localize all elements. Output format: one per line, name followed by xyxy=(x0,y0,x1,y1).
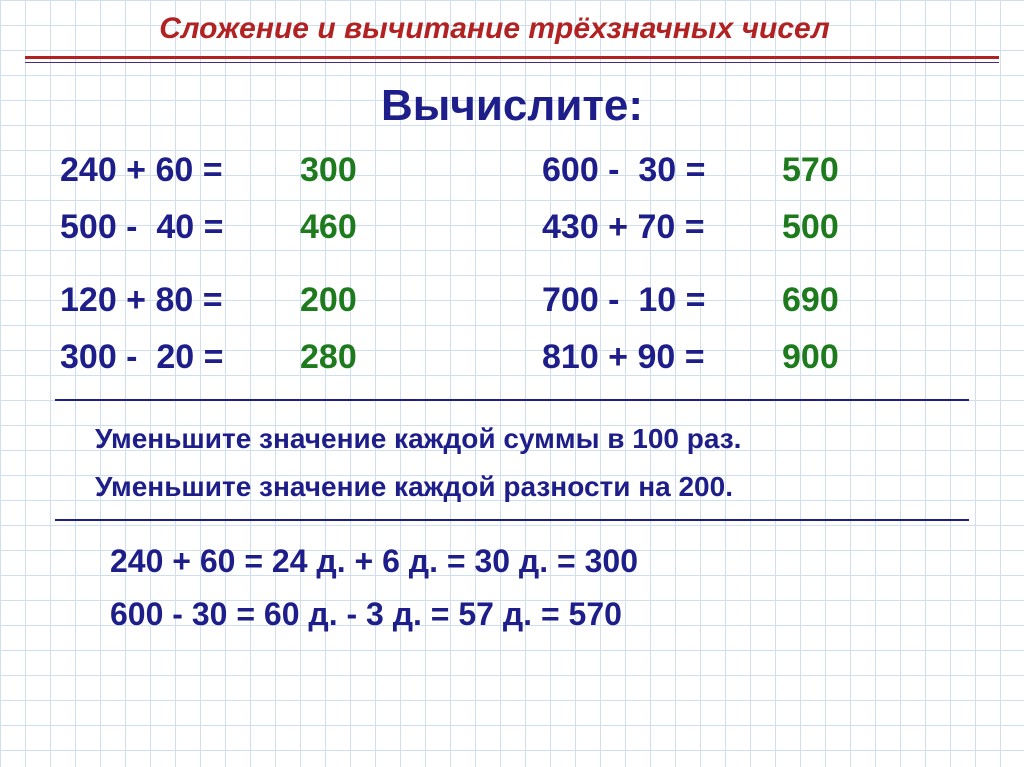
title-rule xyxy=(25,56,999,59)
problem-row: 430 + 70 = 500 xyxy=(542,208,964,247)
problems-grid: 240 + 60 = 300 500 - 40 = 460 600 - 30 =… xyxy=(0,131,1024,377)
explanation-line: 240 + 60 = 24 д. + 6 д. = 30 д. = 300 xyxy=(110,543,1024,580)
answer: 500 xyxy=(782,208,839,247)
instruction-line: Уменьшите значение каждой разности на 20… xyxy=(95,471,1024,503)
instruction-line: Уменьшите значение каждой суммы в 100 ра… xyxy=(95,423,1024,455)
instructions-block: Уменьшите значение каждой суммы в 100 ра… xyxy=(0,401,1024,503)
expression: 300 - 20 = xyxy=(60,338,290,377)
answer: 280 xyxy=(300,338,357,377)
problem-row: 600 - 30 = 570 xyxy=(542,151,964,190)
title-rule-wrap xyxy=(0,56,1024,63)
problem-row: 810 + 90 = 900 xyxy=(542,338,964,377)
answer: 900 xyxy=(782,338,839,377)
page-title: Сложение и вычитание трёхзначных чисел xyxy=(0,0,1024,46)
left-top-block: 240 + 60 = 300 500 - 40 = 460 xyxy=(60,151,482,247)
right-bottom-block: 700 - 10 = 690 810 + 90 = 900 xyxy=(542,281,964,377)
expression: 500 - 40 = xyxy=(60,208,290,247)
expression: 600 - 30 = xyxy=(542,151,772,190)
problem-row: 240 + 60 = 300 xyxy=(60,151,482,190)
answer: 690 xyxy=(782,281,839,320)
answer: 460 xyxy=(300,208,357,247)
expression: 430 + 70 = xyxy=(542,208,772,247)
answer: 200 xyxy=(300,281,357,320)
expression: 700 - 10 = xyxy=(542,281,772,320)
calc-title: Вычислите: xyxy=(0,81,1024,131)
title-sub-rule xyxy=(25,62,999,63)
problem-row: 300 - 20 = 280 xyxy=(60,338,482,377)
problem-row: 700 - 10 = 690 xyxy=(542,281,964,320)
right-top-block: 600 - 30 = 570 430 + 70 = 500 xyxy=(542,151,964,247)
explanation-line: 600 - 30 = 60 д. - 3 д. = 57 д. = 570 xyxy=(110,596,1024,633)
left-bottom-block: 120 + 80 = 200 300 - 20 = 280 xyxy=(60,281,482,377)
expression: 240 + 60 = xyxy=(60,151,290,190)
problem-row: 120 + 80 = 200 xyxy=(60,281,482,320)
explanations-block: 240 + 60 = 24 д. + 6 д. = 30 д. = 300 60… xyxy=(0,521,1024,633)
problem-row: 500 - 40 = 460 xyxy=(60,208,482,247)
answer: 570 xyxy=(782,151,839,190)
expression: 120 + 80 = xyxy=(60,281,290,320)
answer: 300 xyxy=(300,151,357,190)
expression: 810 + 90 = xyxy=(542,338,772,377)
